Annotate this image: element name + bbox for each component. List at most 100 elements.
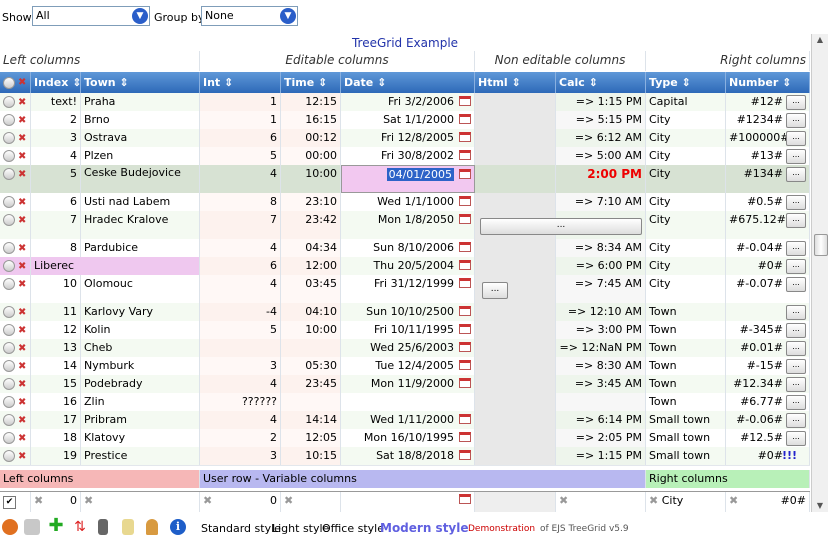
table-row[interactable]: ✖ text! Praha 1 12:15 Fri 3/2/2006 => 1:15 PM C… (0, 93, 810, 112)
row-panel[interactable]: ✖ (0, 339, 31, 357)
cell-town[interactable]: Praha (81, 93, 200, 111)
row-panel[interactable]: ✖ (0, 393, 31, 411)
cell-type[interactable]: Town (646, 303, 726, 321)
table-row[interactable]: ✖ 17 Pribram 4 14:14 Wed 1/11/2000 => 6:14 PM S… (0, 411, 810, 430)
cell-time[interactable]: 12:05 (281, 429, 341, 447)
cell-type[interactable]: City (646, 147, 726, 165)
filter-calc[interactable]: ✖ (556, 492, 646, 512)
cell-html[interactable] (475, 165, 556, 193)
table-row[interactable]: ✖ 18 Klatovy 2 12:05 Mon 16/10/1995 => 2:05 PM… (0, 429, 810, 448)
cell-number[interactable]: #-15#... (726, 357, 810, 375)
cell-town[interactable]: Ostrava (81, 129, 200, 147)
style-office-link[interactable]: Office style (322, 522, 384, 535)
cell-type[interactable]: City (646, 111, 726, 129)
table-row[interactable]: ✖ 13 Cheb Wed 25/6/2003 => 12:NaN PM Town #0.0… (0, 339, 810, 358)
cell-type[interactable]: Small town (646, 447, 726, 465)
select-row-icon[interactable] (3, 414, 15, 426)
cell-index[interactable]: 16 (31, 393, 81, 411)
cell-town[interactable]: Usti nad Labem (81, 193, 200, 211)
number-row-button[interactable]: ... (786, 259, 806, 274)
cell-time[interactable]: 12:15 (281, 93, 341, 111)
cell-date[interactable]: Wed 1/1/1000 (341, 193, 475, 211)
row-panel[interactable]: ✖ (0, 93, 31, 111)
cell-time[interactable] (281, 339, 341, 357)
cell-int[interactable]: 6 (200, 129, 281, 147)
cell-type[interactable]: City (646, 193, 726, 211)
delete-row-icon[interactable]: ✖ (18, 360, 27, 372)
cell-calc[interactable]: => 7:45 AM (556, 275, 646, 303)
col-calc-header[interactable]: Calc ⇕ (556, 72, 646, 93)
style-modern-link[interactable]: Modern style (380, 521, 469, 535)
cell-time[interactable] (281, 393, 341, 411)
number-row-button[interactable]: ... (786, 113, 806, 128)
cell-index[interactable]: text! (31, 93, 81, 111)
cell-html[interactable] (475, 303, 556, 321)
number-row-button[interactable]: ... (786, 359, 806, 374)
select-row-icon[interactable] (3, 114, 15, 126)
cell-date[interactable]: Thu 20/5/2004 (341, 257, 475, 275)
table-row[interactable]: ✖ 12 Kolin 5 10:00 Fri 10/11/1995 => 3:00 PM To… (0, 321, 810, 340)
row-panel[interactable]: ✖ (0, 375, 31, 393)
cell-time[interactable]: 12:00 (281, 257, 341, 275)
filter-clear-icon[interactable]: ✖ (729, 494, 739, 507)
cell-type[interactable]: Small town (646, 429, 726, 447)
row-panel[interactable]: ✖ (0, 429, 31, 447)
style-standard-link[interactable]: Standard style (201, 522, 281, 535)
cell-int[interactable]: 5 (200, 147, 281, 165)
cell-number[interactable]: #12.5#... (726, 429, 810, 447)
select-row-icon[interactable] (3, 396, 15, 408)
cell-index[interactable]: 15 (31, 375, 81, 393)
cell-date[interactable]: Sun 8/10/2006 (341, 239, 475, 257)
cell-number[interactable]: #100000#... (726, 129, 810, 147)
select-row-icon[interactable] (3, 242, 15, 254)
row-panel[interactable]: ✖ (0, 357, 31, 375)
table-row[interactable]: ✖ 11 Karlovy Vary -4 04:10 Sun 10/10/2500 => 1… (0, 303, 810, 322)
cell-calc[interactable]: => 5:15 PM (556, 111, 646, 129)
cell-number[interactable]: #134#... (726, 165, 810, 193)
cell-int[interactable]: 3 (200, 357, 281, 375)
calendar-icon[interactable] (459, 114, 471, 124)
cell-date[interactable]: Fri 10/11/1995 (341, 321, 475, 339)
cell-town[interactable]: Karlovy Vary (81, 303, 200, 321)
cell-time[interactable]: 14:14 (281, 411, 341, 429)
cell-html[interactable] (475, 411, 556, 429)
cell-number[interactable]: ... (726, 303, 810, 321)
filter-clear-icon[interactable]: ✖ (559, 494, 569, 507)
cell-time[interactable]: 10:00 (281, 321, 341, 339)
calendar-icon[interactable] (459, 150, 471, 160)
delete-row-icon[interactable]: ✖ (18, 342, 27, 354)
delete-row-icon[interactable]: ✖ (18, 324, 27, 336)
html-button[interactable]: ... (482, 282, 508, 299)
cell-html[interactable] (475, 93, 556, 111)
cell-index[interactable]: 7 (31, 211, 81, 239)
calendar-icon[interactable] (459, 378, 471, 388)
select-row-icon[interactable] (3, 168, 15, 180)
col-town-header[interactable]: Town ⇕ (81, 72, 200, 93)
filter-clear-icon[interactable]: ✖ (284, 494, 294, 507)
cell-town[interactable]: Cheb (81, 339, 200, 357)
cell-int[interactable]: 1 (200, 111, 281, 129)
cell-time[interactable]: 23:10 (281, 193, 341, 211)
row-panel[interactable]: ✖ (0, 193, 31, 211)
cell-index[interactable]: 12 (31, 321, 81, 339)
cell-html[interactable]: ... (475, 211, 642, 239)
cell-town[interactable]: Nymburk (81, 357, 200, 375)
group-by-select[interactable]: None ▼ (201, 6, 298, 26)
filter-clear-icon[interactable]: ✖ (203, 494, 213, 507)
row-panel[interactable]: ✖ (0, 321, 31, 339)
cell-type[interactable]: City (646, 239, 726, 257)
html-button[interactable]: ... (480, 218, 642, 235)
table-row[interactable]: ✖ 14 Nymburk 3 05:30 Tue 12/4/2005 => 8:30 AM T… (0, 357, 810, 376)
cell-number[interactable]: #-0.04#... (726, 239, 810, 257)
number-row-button[interactable]: ... (786, 341, 806, 356)
filter-check[interactable]: ✔ (0, 492, 31, 512)
table-row[interactable]: ✖ 8 Pardubice 4 04:34 Sun 8/10/2006 => 8:34 AM… (0, 239, 810, 258)
cell-html[interactable] (475, 339, 556, 357)
cell-time[interactable]: 00:12 (281, 129, 341, 147)
scroll-up-icon[interactable]: ▲ (816, 35, 824, 44)
select-row-icon[interactable] (3, 324, 15, 336)
cell-html[interactable] (475, 147, 556, 165)
cell-int[interactable]: 5 (200, 321, 281, 339)
select-row-icon[interactable] (3, 450, 15, 462)
cell-date[interactable]: Fri 3/2/2006 (341, 93, 475, 111)
